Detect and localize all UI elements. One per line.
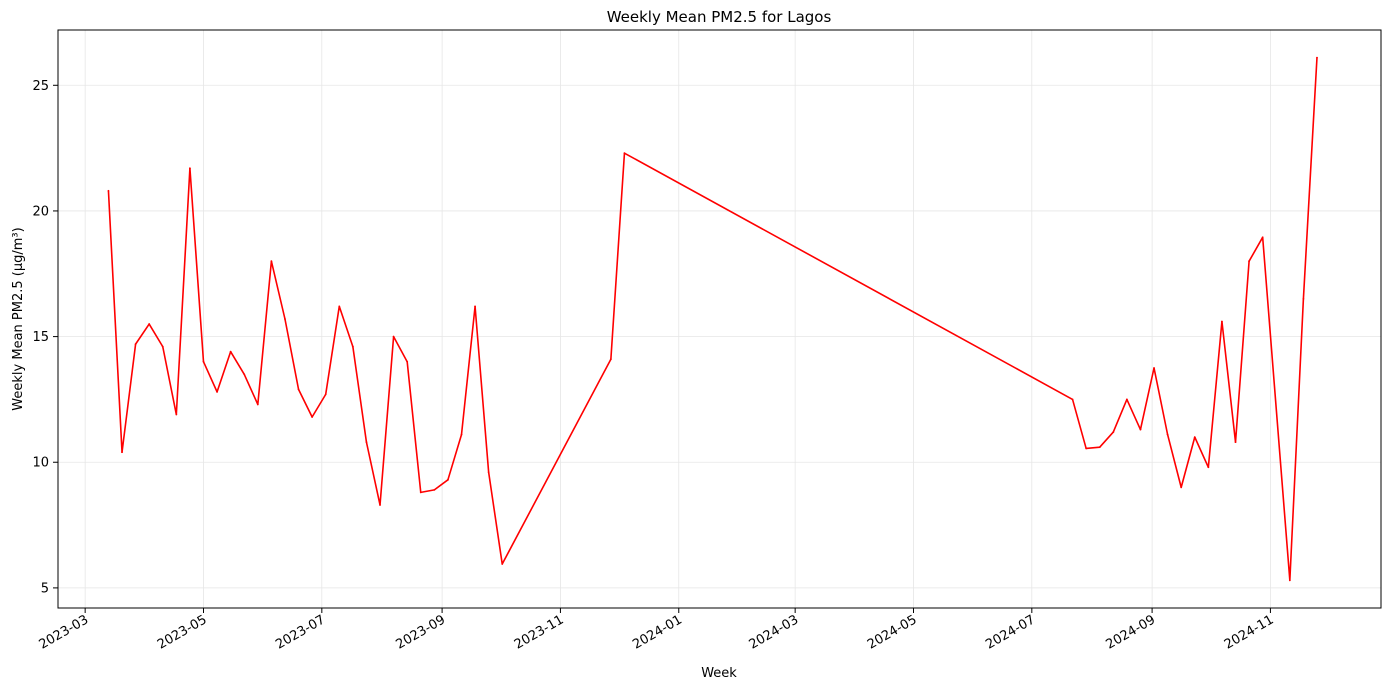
- y-tick-label: 20: [32, 204, 49, 219]
- y-tick-label: 25: [32, 79, 49, 94]
- data-point: [243, 373, 246, 376]
- data-point: [609, 358, 612, 361]
- data-point: [1261, 236, 1264, 239]
- data-point: [1112, 431, 1115, 433]
- chart-title: Weekly Mean PM2.5 for Lagos: [607, 8, 832, 26]
- data-point: [1098, 446, 1101, 449]
- data-point: [121, 451, 123, 454]
- data-point: [1166, 433, 1169, 436]
- data-point: [392, 335, 395, 338]
- x-tick-label: 2024-09: [1104, 612, 1159, 652]
- y-tick-label: 15: [32, 330, 49, 345]
- data-point: [406, 360, 409, 363]
- plot-frame: [57, 29, 1382, 609]
- data-point: [487, 471, 490, 474]
- data-point: [365, 441, 368, 444]
- x-axis: 2023-03 2023-05 2023-07 2023-09 2023-11 2024-…: [37, 608, 1277, 653]
- x-tick-label: 2023-03: [37, 612, 92, 652]
- x-tick-label: 2024-03: [747, 612, 802, 652]
- data-point: [1193, 436, 1196, 439]
- data-point: [447, 478, 449, 481]
- data-point: [1139, 428, 1142, 431]
- data-point: [1234, 441, 1237, 444]
- data-point: [338, 305, 341, 308]
- data-point: [460, 433, 463, 436]
- data-point: [1316, 56, 1318, 59]
- data-point: [284, 318, 286, 320]
- series-line: [107, 57, 1318, 582]
- data-point: [324, 393, 327, 396]
- data-point: [161, 345, 164, 348]
- y-tick-label: 10: [32, 456, 49, 471]
- data-point: [433, 488, 436, 491]
- data-point: [1288, 579, 1291, 582]
- data-point: [474, 305, 476, 308]
- x-tick-label: 2023-11: [512, 612, 567, 652]
- y-tick-label: 5: [41, 581, 49, 596]
- data-point: [107, 189, 110, 192]
- series-layer: [107, 56, 1318, 582]
- x-axis-label: Week: [701, 666, 737, 681]
- x-tick-label: 2023-09: [394, 612, 449, 652]
- x-tick-label: 2023-05: [155, 612, 210, 652]
- data-point: [501, 563, 504, 565]
- x-tick-label: 2023-07: [273, 612, 328, 652]
- data-point: [202, 360, 205, 363]
- data-point: [1125, 398, 1128, 401]
- data-point: [148, 323, 151, 325]
- data-point: [379, 504, 381, 506]
- x-tick-label: 2024-05: [865, 612, 920, 652]
- data-point: [229, 350, 232, 353]
- data-point: [1071, 398, 1074, 401]
- data-point: [189, 167, 191, 170]
- x-tick-label: 2024-07: [983, 612, 1038, 652]
- data-point: [623, 152, 626, 155]
- data-point: [1207, 466, 1210, 469]
- data-point: [297, 388, 300, 391]
- data-point: [1302, 297, 1305, 300]
- data-point: [351, 345, 354, 348]
- data-point: [216, 390, 218, 393]
- data-point: [1221, 320, 1223, 323]
- data-point: [175, 413, 178, 416]
- data-point: [1085, 447, 1088, 450]
- y-axis: 5 10 15 20 25: [32, 79, 58, 596]
- data-point: [134, 343, 137, 346]
- data-point: [419, 491, 422, 494]
- data-point: [256, 403, 259, 406]
- grid: [58, 30, 1381, 608]
- data-point: [270, 260, 273, 263]
- x-tick-label: 2024-01: [630, 612, 685, 652]
- data-point: [311, 416, 314, 418]
- data-point: [1153, 367, 1155, 369]
- data-point: [1248, 260, 1250, 263]
- y-axis-label: Weekly Mean PM2.5 (µg/m³): [11, 227, 26, 410]
- data-point: [1180, 486, 1183, 489]
- x-tick-label: 2024-11: [1222, 612, 1277, 652]
